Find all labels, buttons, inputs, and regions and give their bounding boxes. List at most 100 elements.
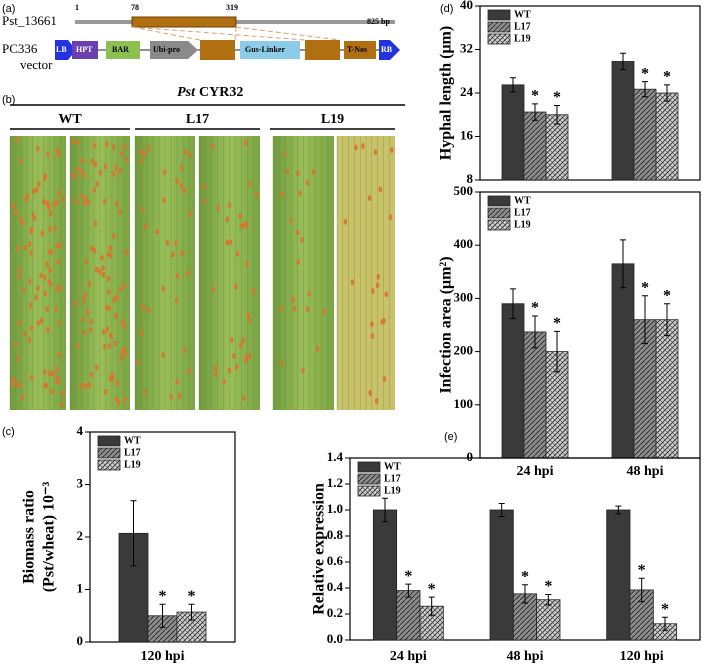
legend-label: L19	[514, 33, 531, 44]
rust-pustule	[186, 368, 191, 375]
rust-pustule	[93, 161, 98, 168]
rust-pustule	[165, 239, 170, 246]
rust-pustule	[242, 395, 246, 402]
rust-pustule	[229, 336, 234, 343]
rust-pustule	[238, 212, 242, 219]
rust-pustule	[29, 325, 34, 332]
significance: *	[531, 300, 539, 317]
rust-pustule	[43, 290, 47, 297]
significance: *	[553, 89, 561, 106]
rust-pustule	[94, 364, 99, 371]
rust-pustule	[361, 143, 365, 150]
rust-pustule	[80, 193, 85, 200]
rust-pustule	[142, 389, 147, 396]
error-bar	[382, 497, 388, 523]
rust-pustule	[52, 201, 56, 208]
rust-pustule	[105, 326, 110, 333]
bar	[489, 509, 514, 641]
rust-pustule	[295, 229, 300, 236]
rust-pustule	[71, 138, 76, 145]
rust-pustule	[214, 371, 218, 378]
rust-pustule	[370, 332, 375, 339]
rust-pustule	[234, 364, 239, 371]
significance: *	[544, 578, 552, 595]
rust-pustule	[111, 143, 116, 150]
y-axis-label: Hyphal length (μm)	[438, 26, 455, 160]
rust-pustule	[187, 152, 192, 159]
significance: *	[553, 315, 561, 332]
rust-pustule	[36, 145, 40, 152]
error-bar	[620, 52, 626, 71]
rust-pustule	[21, 219, 25, 226]
rust-pustule	[18, 216, 23, 223]
rust-pustule	[47, 249, 52, 256]
rust-pustule	[35, 186, 39, 193]
rust-pustule	[46, 326, 50, 333]
bar	[523, 331, 547, 459]
legend-label: WT	[514, 195, 531, 206]
rust-pustule	[120, 318, 124, 325]
rust-pustule	[279, 305, 283, 312]
element-label: RB	[381, 45, 393, 54]
rust-pustule	[82, 200, 86, 207]
rust-pustule	[50, 370, 55, 377]
y-tick-label: 2	[77, 528, 84, 543]
bar	[655, 92, 679, 181]
y-tick-label: 1.0	[327, 501, 343, 516]
rust-pustule	[143, 222, 148, 229]
bar	[372, 509, 398, 641]
y-tick-label: 40	[460, 0, 473, 12]
rust-pustule	[187, 210, 192, 217]
rust-pustule	[92, 186, 97, 193]
rust-pustule	[84, 258, 88, 265]
rust-pustule	[350, 279, 355, 286]
rust-pustule	[243, 357, 248, 364]
rust-pustule	[20, 394, 25, 401]
rust-pustule	[55, 199, 59, 206]
rust-pustule	[343, 218, 348, 225]
significance: *	[641, 65, 649, 82]
rust-pustule	[315, 345, 320, 352]
bar	[501, 84, 525, 181]
rust-pustule	[175, 272, 180, 279]
y-tick-label: 0.2	[327, 605, 343, 620]
y-tick-label: 0.8	[327, 527, 344, 542]
x-tick-label: 48 hpi	[627, 464, 664, 479]
legend-swatch	[487, 33, 511, 45]
legend-swatch	[357, 485, 381, 497]
element-label: HPT	[76, 45, 93, 54]
rust-pustule	[82, 297, 87, 304]
rust-pustule	[118, 286, 122, 293]
rust-pustule	[307, 290, 312, 297]
legend-swatch	[97, 459, 121, 471]
rust-pustule	[16, 354, 21, 361]
rust-pustule	[16, 381, 21, 388]
significance: *	[638, 562, 646, 579]
rust-pustule	[45, 200, 50, 207]
rust-pustule	[27, 241, 32, 248]
rust-pustule	[116, 399, 121, 406]
rust-pustule	[42, 198, 46, 205]
rust-pustule	[108, 375, 113, 382]
element-label: LB	[56, 45, 67, 54]
rust-pustule	[241, 337, 246, 344]
rust-pustule	[55, 366, 59, 373]
error-bar	[554, 330, 560, 373]
gene-name: Pst_13661	[2, 13, 57, 28]
rust-pustule	[161, 285, 166, 292]
rust-pustule	[322, 308, 326, 315]
error-bar	[662, 616, 668, 631]
rust-pustule	[254, 191, 259, 198]
gus-element	[240, 41, 300, 59]
panel-label: (a)	[2, 3, 15, 15]
gene-position: 78	[131, 3, 139, 12]
error-bar	[428, 596, 435, 616]
rust-pustule	[83, 382, 88, 389]
rust-pustule	[43, 382, 47, 389]
rust-pustule	[75, 165, 80, 172]
rust-pustule	[94, 266, 99, 273]
rust-pustule	[118, 208, 122, 215]
rust-pustule	[73, 300, 78, 307]
rust-pustule	[106, 275, 111, 282]
rust-pustule	[57, 190, 61, 197]
